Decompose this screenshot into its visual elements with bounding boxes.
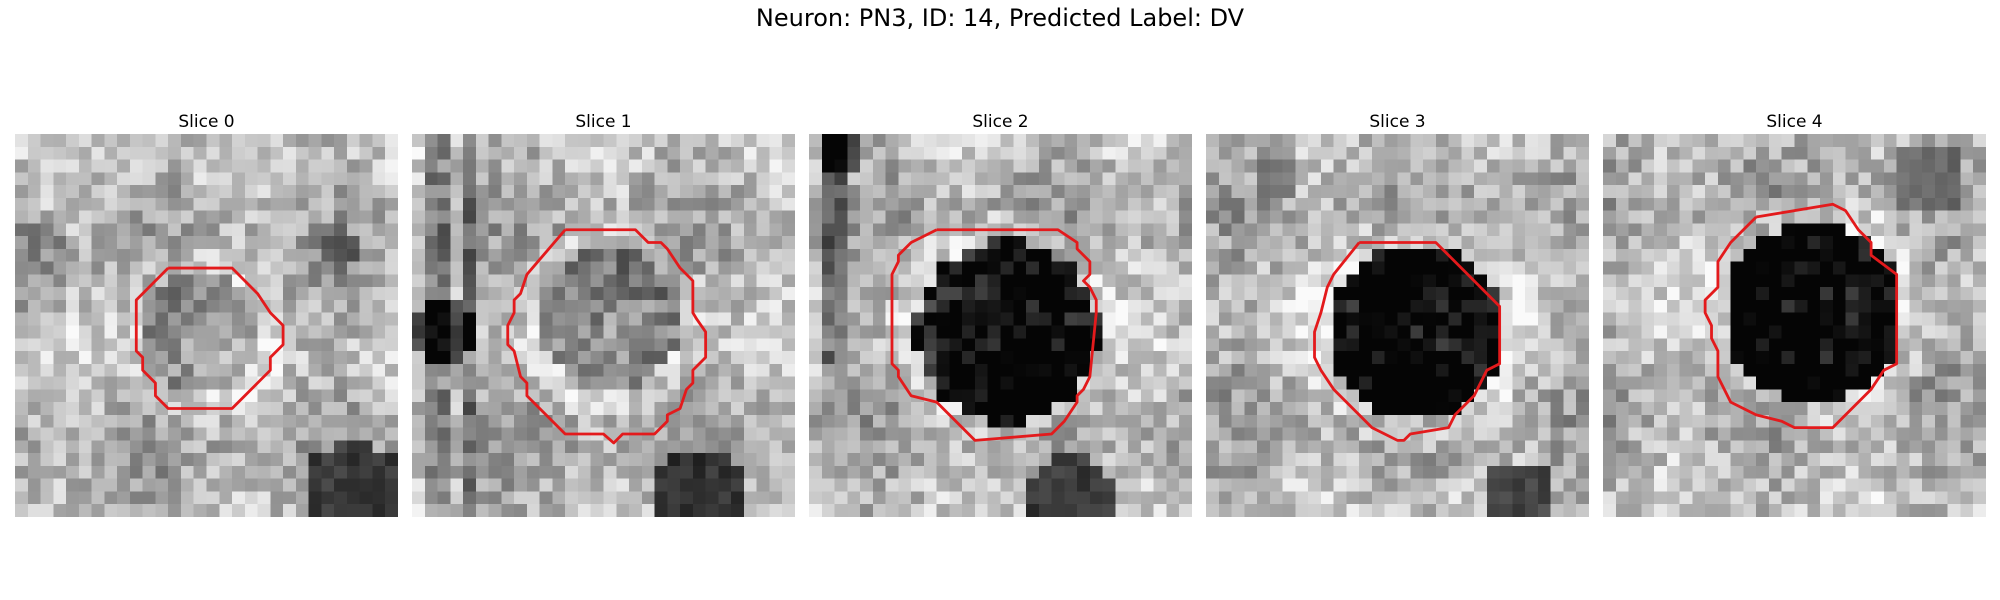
contour-overlay [1313,241,1502,442]
slice-panel-3: Slice 3 [1206,110,1589,517]
slice-title: Slice 4 [1766,112,1823,132]
contour-overlay [506,228,708,445]
figure-title: Neuron: PN3, ID: 14, Predicted Label: DV [755,4,1245,32]
roi-contour [1313,241,1502,442]
slice-title: Slice 0 [178,112,235,132]
contour-overlay [890,228,1098,442]
slice-title: Slice 3 [1369,112,1426,132]
slice-panel-1: Slice 1 [412,110,795,517]
slice-panel-4: Slice 4 [1603,110,1986,517]
slice-image [1206,134,1589,517]
slice-title: Slice 1 [575,112,632,132]
contour-overlay [134,266,285,410]
contour-overlay [1703,202,1899,430]
slice-image [412,134,795,517]
slice-panel-2: Slice 2 [809,110,1192,517]
slice-image [809,134,1192,517]
slice-image [15,134,398,517]
slice-title: Slice 2 [972,112,1029,132]
slice-image [1603,134,1986,517]
roi-contour [1703,202,1899,430]
roi-contour [506,228,708,445]
roi-contour [134,266,285,410]
slice-panel-0: Slice 0 [15,110,398,517]
roi-contour [890,228,1098,442]
